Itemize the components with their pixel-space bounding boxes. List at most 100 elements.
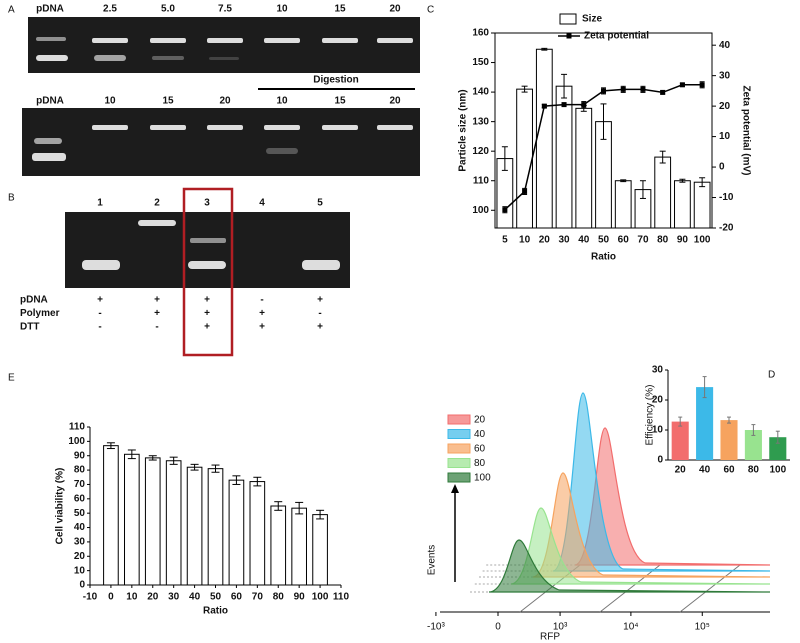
lane-label: 5.0 bbox=[161, 4, 175, 15]
bar bbox=[671, 421, 689, 460]
gel-bands bbox=[32, 37, 413, 161]
error-bar bbox=[620, 85, 626, 93]
bar bbox=[614, 180, 632, 229]
x-tick-label: 10 bbox=[519, 235, 531, 246]
lane-label: pDNA bbox=[36, 96, 64, 107]
bar bbox=[207, 468, 224, 586]
histogram-curve bbox=[532, 472, 771, 578]
sign: - bbox=[155, 322, 158, 333]
bar bbox=[693, 181, 711, 229]
x-tick-label: 20 bbox=[675, 465, 687, 476]
error-bar bbox=[699, 81, 705, 89]
arrow-head bbox=[451, 484, 459, 493]
legend-swatch bbox=[447, 443, 471, 454]
lane-label: 15 bbox=[334, 4, 346, 15]
error-bar bbox=[659, 150, 666, 164]
row-label: Polymer bbox=[20, 308, 60, 319]
x-tick-label: 50 bbox=[210, 592, 222, 603]
sign: + bbox=[259, 308, 265, 319]
error-bar bbox=[274, 501, 283, 511]
x-tick-label: 90 bbox=[294, 592, 306, 603]
bar bbox=[720, 420, 738, 460]
error-bar bbox=[169, 456, 178, 465]
y-axis-title: Events bbox=[427, 545, 438, 576]
error-bar bbox=[679, 82, 685, 87]
y-tick-label: 120 bbox=[472, 146, 489, 157]
digestion-label: Digestion bbox=[313, 75, 359, 86]
gel-b-bands bbox=[82, 220, 340, 270]
sign: + bbox=[154, 308, 160, 319]
x-tick-label: 10⁵ bbox=[695, 622, 710, 633]
x-tick-label: 100 bbox=[769, 465, 786, 476]
error-bar bbox=[751, 424, 756, 436]
bar bbox=[696, 387, 714, 460]
error-bar bbox=[699, 177, 706, 188]
y-tick-label: 80 bbox=[74, 465, 86, 476]
lane-number: 4 bbox=[259, 198, 265, 209]
bar bbox=[249, 481, 266, 586]
y-tick-label: 60 bbox=[74, 493, 86, 504]
y2-tick-label: 0 bbox=[719, 162, 725, 173]
legend-label: 40 bbox=[474, 429, 486, 440]
y-axis-title: Efficiency (%) bbox=[645, 385, 656, 446]
y-tick-label: 90 bbox=[74, 450, 86, 461]
legend-label: 80 bbox=[474, 458, 486, 469]
y-tick-label: 0 bbox=[657, 455, 663, 466]
lane-label: 10 bbox=[104, 96, 116, 107]
error-bar bbox=[502, 206, 508, 214]
legend-label: Size bbox=[582, 14, 602, 25]
sign: + bbox=[317, 295, 323, 306]
highlight-box bbox=[182, 187, 234, 357]
error-bar bbox=[775, 430, 780, 444]
error-bar bbox=[106, 442, 115, 450]
gel-b bbox=[65, 212, 350, 288]
legend-swatch bbox=[559, 13, 577, 25]
x-tick-label: 0 bbox=[108, 592, 114, 603]
panel-label: D bbox=[768, 370, 775, 381]
lane-number: 5 bbox=[317, 198, 323, 209]
floor-diagonal bbox=[679, 564, 741, 613]
error-bar bbox=[541, 47, 548, 51]
x-axis-title: RFP bbox=[540, 632, 560, 643]
x-tick-label: 100 bbox=[312, 592, 329, 603]
y-axis-title: Cell viability (%) bbox=[55, 468, 66, 545]
x-tick-label: 30 bbox=[558, 235, 570, 246]
error-bar bbox=[127, 449, 136, 460]
row-label: DTT bbox=[20, 322, 39, 333]
y2-tick-label: 30 bbox=[719, 70, 731, 81]
x-tick-label: 10³ bbox=[553, 622, 568, 633]
error-bar bbox=[678, 416, 683, 427]
histogram-curve bbox=[552, 392, 771, 572]
x-axis-title: Ratio bbox=[591, 252, 616, 263]
bar bbox=[186, 466, 203, 586]
lane-label: 7.5 bbox=[218, 4, 232, 15]
y-tick-label: 10 bbox=[652, 425, 664, 436]
lane-number: 3 bbox=[204, 198, 210, 209]
lane-label: 15 bbox=[162, 96, 174, 107]
error-bar bbox=[295, 501, 304, 515]
x-tick-label: 80 bbox=[748, 465, 760, 476]
sign: + bbox=[259, 322, 265, 333]
y-tick-label: 30 bbox=[74, 537, 86, 548]
y-tick-label: 140 bbox=[472, 87, 489, 98]
x-tick-label: 40 bbox=[699, 465, 711, 476]
error-bar bbox=[501, 146, 508, 171]
sign: - bbox=[98, 308, 101, 319]
y2-tick-label: 40 bbox=[719, 40, 731, 51]
y-tick-label: 20 bbox=[74, 551, 86, 562]
lane-label: 15 bbox=[334, 96, 346, 107]
x-tick-label: 110 bbox=[333, 592, 350, 603]
x-tick-label: 60 bbox=[231, 592, 243, 603]
x-tick-label: 10⁴ bbox=[623, 622, 638, 633]
lane-label: 20 bbox=[389, 4, 401, 15]
histogram-curve bbox=[510, 507, 771, 585]
y-tick-label: 150 bbox=[472, 57, 489, 68]
error-bar bbox=[521, 85, 528, 93]
y-tick-label: 100 bbox=[68, 436, 85, 447]
panel-label: E bbox=[8, 373, 15, 384]
legend-swatch bbox=[447, 472, 471, 483]
legend-label: Zeta potential bbox=[584, 31, 649, 42]
y-tick-label: 110 bbox=[69, 422, 86, 433]
bar bbox=[165, 460, 182, 586]
